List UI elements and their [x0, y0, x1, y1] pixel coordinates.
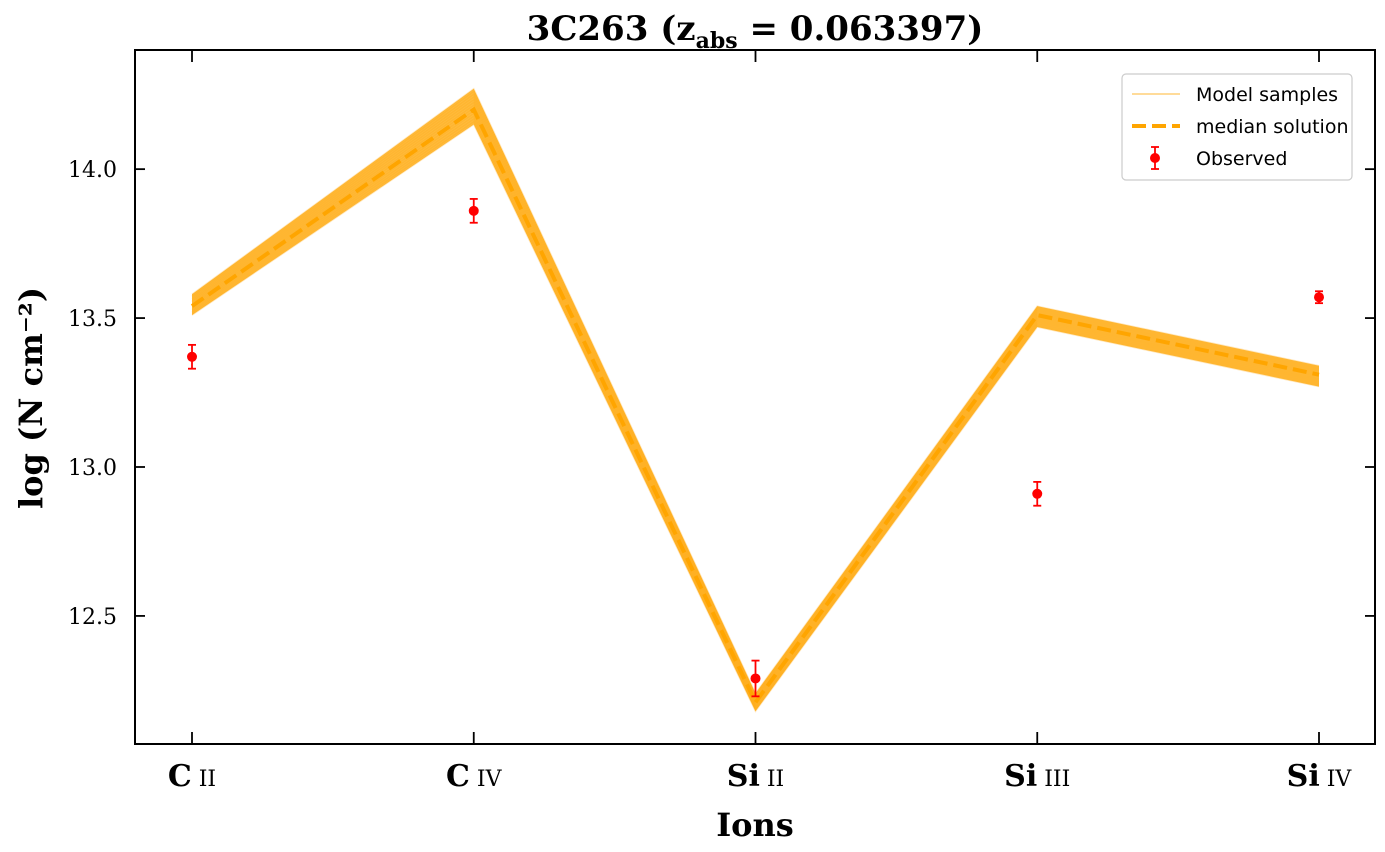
y-tick-label: 13.0 [68, 456, 117, 481]
chart-title-main: 3C263 (z [527, 9, 696, 49]
observed-point [1032, 480, 1043, 507]
observed-marker [1032, 488, 1043, 499]
plot-frame [134, 49, 1376, 745]
legend-box [1121, 73, 1353, 181]
observed-point [187, 343, 197, 370]
observed-point [1314, 290, 1324, 305]
observed-marker [468, 205, 479, 216]
x-tick-label: Si IV [1287, 759, 1353, 794]
model-sample-line [191, 123, 1320, 713]
model-samples-band [191, 87, 1320, 713]
model-sample-line [191, 98, 1320, 701]
x-ticks: C II C IV Si II Si III Si IV [168, 50, 1353, 794]
x-tick-label: Si II [727, 759, 784, 794]
y-tick-label: 14.0 [68, 158, 117, 183]
median-solution-line [190, 106, 1320, 707]
y-axis-label: log (N cm⁻²) [12, 287, 50, 509]
y-ticks: 12.5 13.0 13.5 14.0 [68, 158, 1375, 630]
model-sample-line [191, 115, 1320, 709]
observed-point [750, 659, 761, 698]
legend: Model samples median solution Observed [1121, 73, 1353, 181]
x-tick-label: Si III [1004, 759, 1070, 794]
model-sample-line [191, 95, 1320, 699]
observed-points [187, 198, 1324, 698]
observed-marker [750, 673, 761, 684]
chart-title: 3C263 (zabs = 0.063397) [527, 9, 984, 54]
x-axis-label: Ions [716, 806, 794, 844]
legend-model-samples-label: Model samples [1196, 84, 1338, 106]
model-sample-line [191, 112, 1320, 708]
observed-point [468, 198, 479, 224]
x-tick-label: C IV [446, 759, 503, 794]
model-sample-line [191, 120, 1320, 712]
y-tick-label: 12.5 [68, 605, 117, 630]
x-tick-label: C II [168, 759, 216, 794]
median-solution-polyline [190, 106, 1320, 707]
legend-median-label: median solution [1196, 116, 1349, 138]
observed-marker [187, 351, 197, 362]
chart-title-rest: = 0.063397) [738, 9, 984, 49]
y-tick-label: 13.5 [68, 307, 117, 332]
model-sample-line [191, 117, 1320, 710]
legend-observed-label: Observed [1196, 148, 1287, 170]
observed-marker [1314, 292, 1324, 303]
legend-observed-marker [1150, 153, 1160, 163]
